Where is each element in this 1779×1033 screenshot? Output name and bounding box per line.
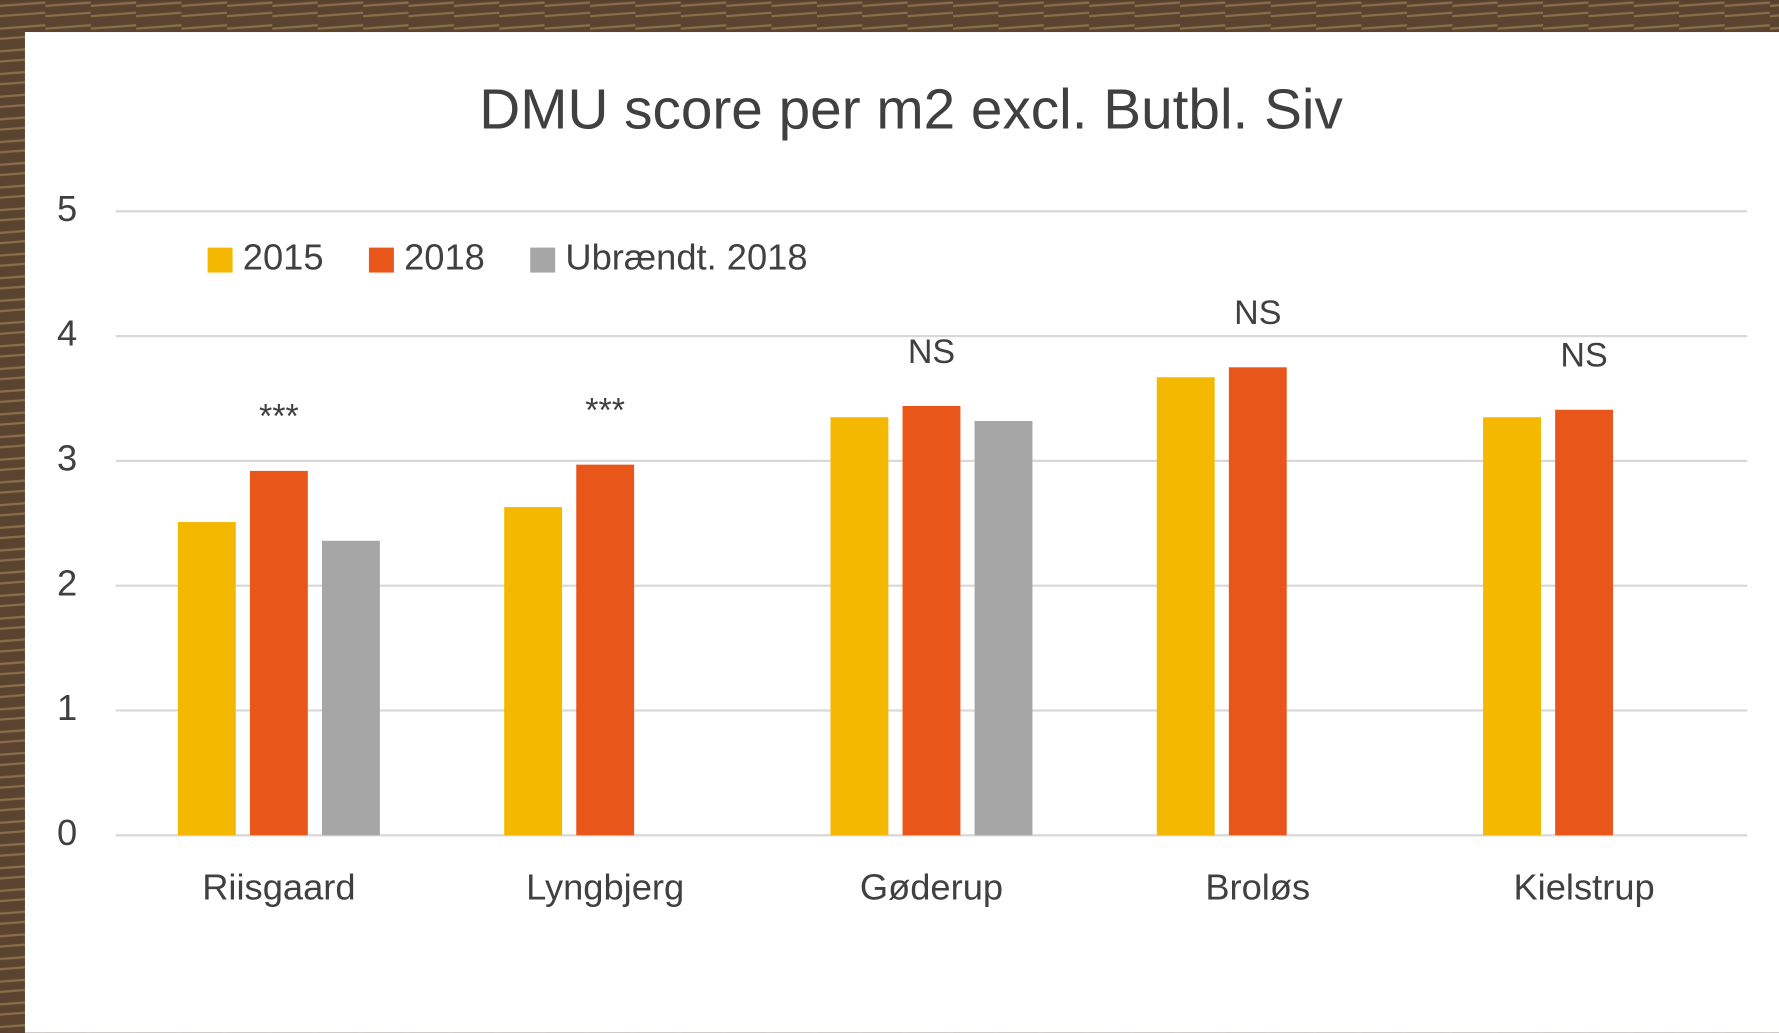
- legend-swatch: [207, 247, 233, 273]
- bar: [830, 417, 889, 836]
- x-tick-label: Riisgaard: [202, 866, 355, 907]
- bar: [1156, 377, 1215, 836]
- bar: [177, 522, 236, 836]
- annotation: ***: [259, 398, 299, 436]
- bar: [902, 405, 961, 836]
- annotation: ***: [585, 391, 625, 429]
- y-tick-label: 3: [57, 437, 77, 478]
- bar: [1483, 417, 1541, 836]
- y-tick-label: 4: [57, 313, 77, 354]
- bar: [576, 464, 635, 836]
- legend-swatch: [368, 247, 394, 273]
- x-tick-label: Broløs: [1205, 866, 1310, 907]
- x-tick-label: Gøderup: [860, 866, 1003, 907]
- bar: [1228, 367, 1287, 836]
- legend-swatch: [530, 247, 556, 273]
- x-tick-label: Lyngbjerg: [526, 866, 684, 907]
- bar: [321, 540, 380, 836]
- bar: [974, 420, 1033, 836]
- legend-label: 2018: [404, 237, 485, 278]
- bar: [504, 507, 563, 836]
- y-tick-label: 0: [57, 812, 77, 853]
- legend-label: Ubrændt. 2018: [565, 237, 807, 278]
- x-tick-label: Kielstrup: [1513, 866, 1654, 907]
- annotation: NS: [1560, 337, 1607, 375]
- annotation: NS: [908, 333, 955, 371]
- y-tick-label: 5: [57, 188, 77, 229]
- bar: [249, 470, 308, 836]
- y-tick-label: 1: [57, 687, 77, 728]
- chart-title: DMU score per m2 excl. Butbl. Siv: [479, 79, 1343, 142]
- annotation: NS: [1234, 294, 1281, 332]
- legend-label: 2015: [243, 237, 324, 278]
- y-tick-label: 2: [57, 562, 77, 603]
- bar: [1555, 409, 1614, 836]
